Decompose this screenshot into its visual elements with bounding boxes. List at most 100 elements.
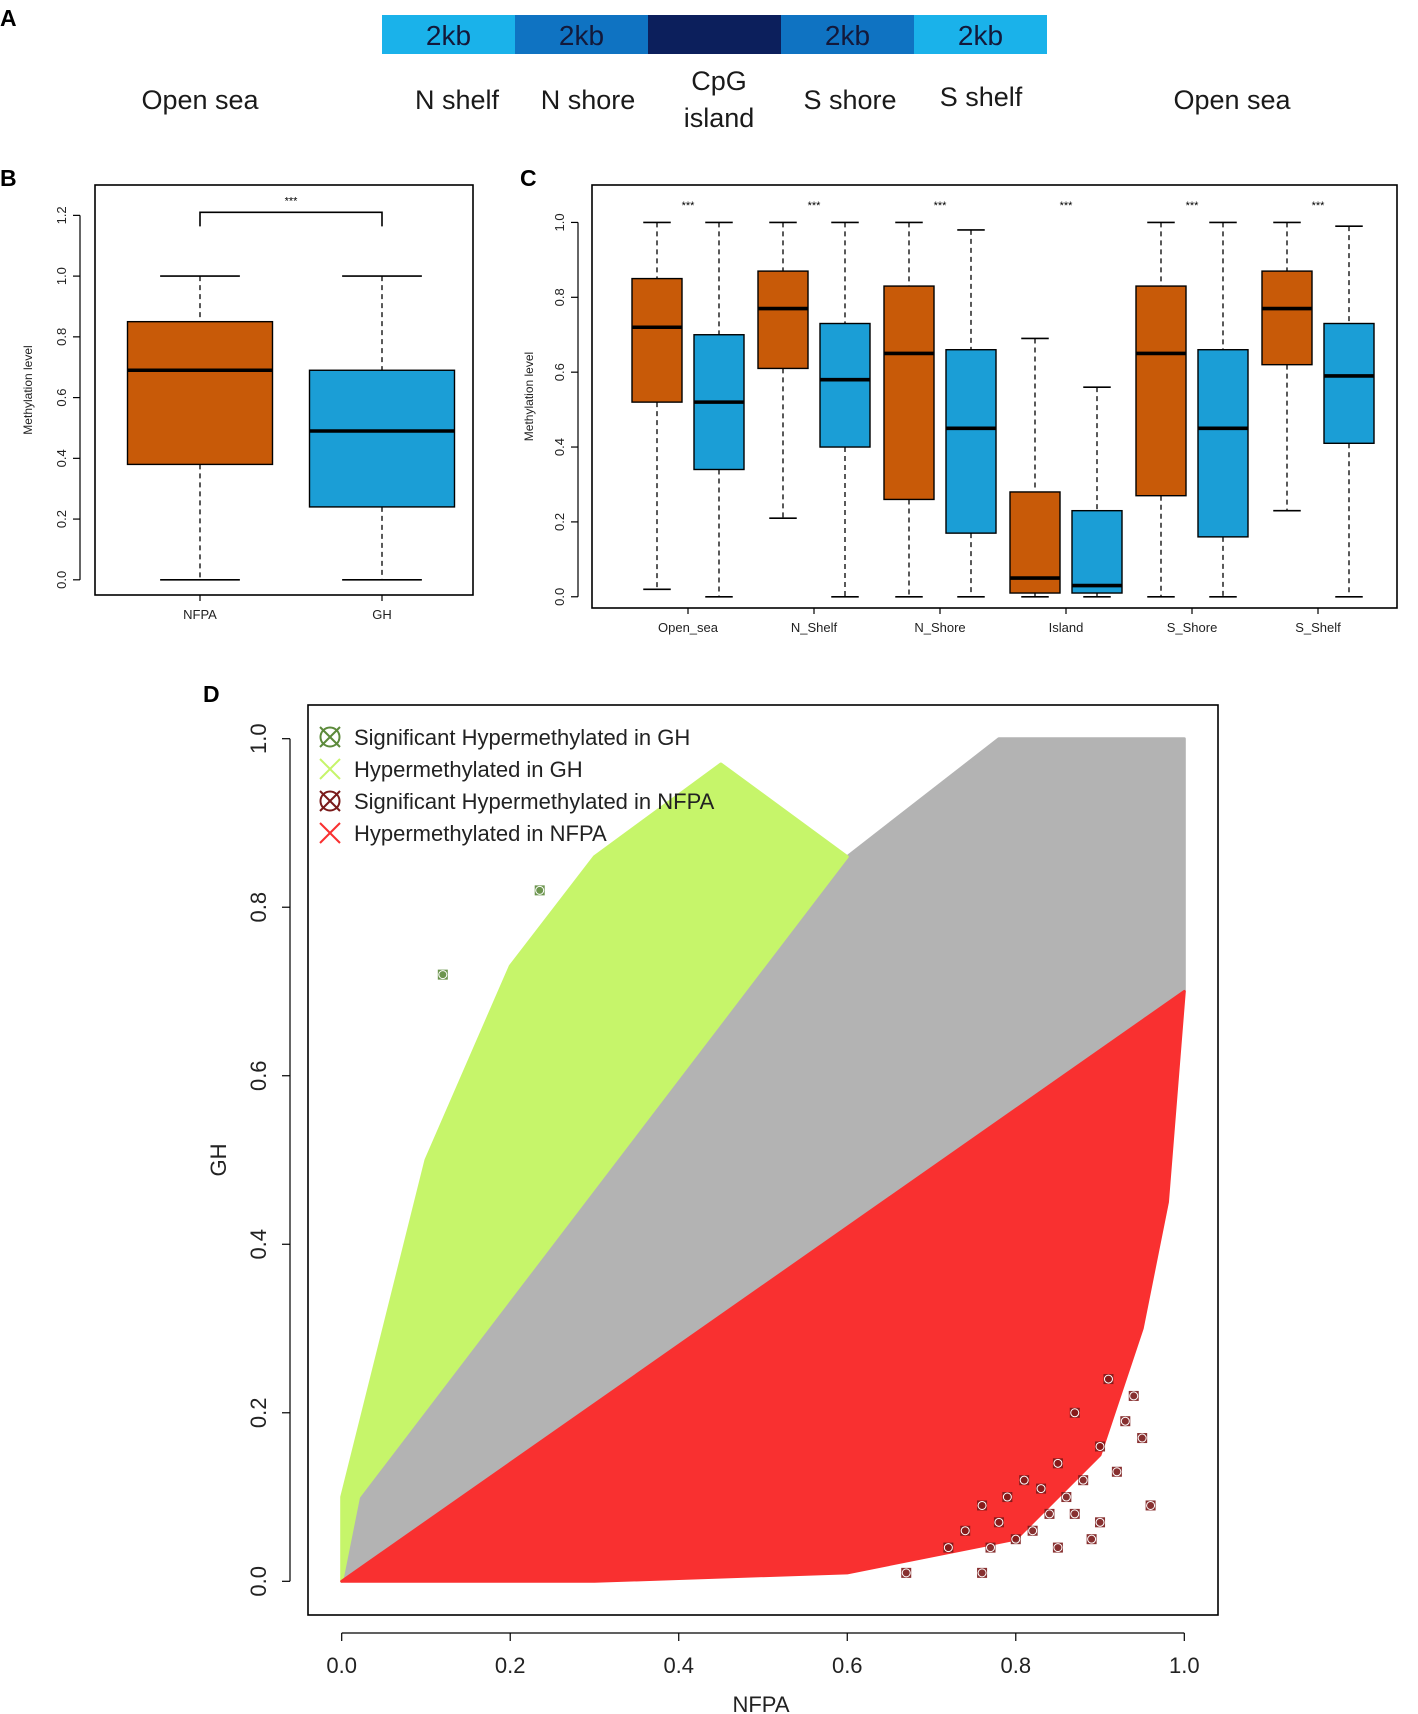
d-marker-ring — [1078, 1475, 1088, 1485]
c-x-tick-label: Island — [1049, 620, 1084, 635]
c-significance-label: *** — [1186, 200, 1200, 212]
b-y-tick-label: 0.2 — [54, 510, 69, 528]
d-point-sig-nfpa — [1061, 1492, 1072, 1503]
d-marker-fill — [1111, 1466, 1122, 1477]
d-marker-ring — [1087, 1534, 1097, 1544]
d-marker-fill — [1095, 1517, 1106, 1528]
d-point-sig-nfpa — [1069, 1407, 1080, 1418]
d-point-sig-nfpa — [901, 1567, 912, 1578]
d-marker-ring — [1028, 1526, 1038, 1536]
d-point-sig-nfpa — [1128, 1390, 1139, 1401]
d-point-sig-nfpa — [1120, 1416, 1131, 1427]
d-y-tick-label: 0.0 — [246, 1566, 271, 1597]
diagram-segment-1 — [515, 15, 648, 54]
c-box-Island-gh — [1071, 509, 1123, 594]
panel-d-letter: D — [203, 681, 220, 707]
b-box-NFPA — [126, 320, 274, 466]
b-y-axis-label: Methylation level — [21, 345, 35, 434]
d-marker-ring — [977, 1568, 987, 1578]
d-marker-fill — [977, 1567, 988, 1578]
cpg-diagram-bar: 2kb 2kb 2kb 2kb — [382, 15, 1047, 54]
c-significance-label: *** — [682, 200, 696, 212]
d-marker-ring — [960, 1526, 970, 1536]
region-s-shore: S shore — [803, 85, 896, 115]
d-marker-fill — [1145, 1500, 1156, 1511]
d-marker-ring — [1053, 1543, 1063, 1553]
d-marker-ring — [1103, 1374, 1113, 1384]
d-marker-fill — [1128, 1390, 1139, 1401]
d-marker-ring — [1070, 1509, 1080, 1519]
region-n-shore: N shore — [541, 85, 636, 115]
d-marker-fill — [1052, 1542, 1063, 1553]
c-box-N_Shelf-gh — [819, 322, 871, 448]
d-legend-label: Hypermethylated in GH — [354, 757, 583, 782]
d-marker-ring — [1095, 1441, 1105, 1451]
d-point-sig-nfpa — [977, 1567, 988, 1578]
region-labels: Open sea N shelf N shore CpG island S sh… — [141, 66, 1291, 133]
d-legend-marker-x2 — [319, 822, 341, 844]
d-frame — [307, 704, 1219, 1616]
c-box-S_Shore-nfpa — [1135, 285, 1187, 497]
c-significance-label: *** — [1312, 200, 1326, 212]
d-y-tick-label: 0.4 — [246, 1229, 271, 1260]
c-box-Island-nfpa — [1009, 491, 1061, 594]
d-point-sig-nfpa — [1044, 1508, 1055, 1519]
diagram-segment-label-1: 2kb — [559, 20, 604, 51]
d-point-sig-nfpa — [1019, 1475, 1030, 1486]
d-marker-fill — [1137, 1433, 1148, 1444]
b-box-GH — [308, 369, 456, 508]
d-marker-fill — [1027, 1525, 1038, 1536]
b-y-tick-label: 1.0 — [54, 267, 69, 285]
d-marker-ring — [1070, 1408, 1080, 1418]
d-point-sig-gh — [437, 969, 448, 980]
d-marker-fill — [437, 969, 448, 980]
d-marker-fill — [943, 1542, 954, 1553]
b-y-tick-label: 0.4 — [54, 449, 69, 467]
d-marker-ring — [1095, 1517, 1105, 1527]
d-marker-ring — [438, 970, 448, 980]
panel-a-letter: A — [0, 5, 17, 31]
c-y-tick-label: 0.8 — [552, 288, 567, 306]
d-marker-fill — [993, 1517, 1004, 1528]
b-y-tick-label: 0.0 — [54, 571, 69, 589]
d-point-cloud — [340, 989, 1186, 1583]
d-point-sig-nfpa — [1002, 1492, 1013, 1503]
d-x-tick-label: 0.0 — [326, 1653, 357, 1678]
c-box-S_Shelf-nfpa — [1261, 270, 1313, 366]
c-x-tick-label: Open_sea — [658, 620, 719, 635]
d-marker-ring — [1129, 1391, 1139, 1401]
region-cpg-line2: island — [684, 103, 755, 133]
d-point-sig-nfpa — [1095, 1441, 1106, 1452]
d-point-sig-nfpa — [977, 1500, 988, 1511]
d-data-layer — [340, 737, 1186, 1583]
d-point-sig-nfpa — [1103, 1374, 1114, 1385]
d-legend-marker-ring — [319, 726, 341, 748]
d-marker-ring — [1146, 1500, 1156, 1510]
d-point-sig-nfpa — [943, 1542, 954, 1553]
b-significance-label: *** — [285, 195, 299, 207]
d-point-sig-nfpa — [985, 1542, 996, 1553]
region-s-shelf: S shelf — [940, 82, 1023, 112]
d-marker-fill — [1069, 1407, 1080, 1418]
c-y-tick-label: 1.0 — [552, 213, 567, 231]
d-marker-fill — [1036, 1483, 1047, 1494]
d-marker-ring — [1011, 1534, 1021, 1544]
d-point-cloud — [340, 762, 849, 1583]
c-frame — [591, 184, 1398, 609]
d-x-tick-label: 0.4 — [663, 1653, 694, 1678]
c-y-tick-label: 0.2 — [552, 513, 567, 531]
d-marker-fill — [1086, 1534, 1097, 1545]
d-marker-ring — [1120, 1416, 1130, 1426]
d-marker-fill — [1044, 1508, 1055, 1519]
d-legend-marker-x2 — [319, 790, 341, 812]
d-y-tick-label: 0.6 — [246, 1060, 271, 1091]
region-open-sea-left: Open sea — [141, 85, 259, 115]
d-marker-fill — [960, 1525, 971, 1536]
diagram-segment-label-3: 2kb — [825, 20, 870, 51]
c-y-tick-label: 0.6 — [552, 363, 567, 381]
d-marker-fill — [1069, 1508, 1080, 1519]
d-point-sig-nfpa — [1052, 1458, 1063, 1469]
d-marker-fill — [1002, 1492, 1013, 1503]
d-point-sig-nfpa — [1069, 1508, 1080, 1519]
d-marker-fill — [534, 885, 545, 896]
